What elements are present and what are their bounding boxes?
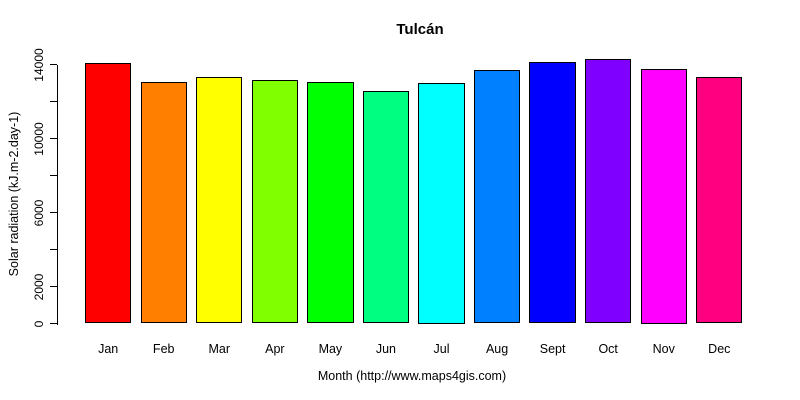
bar-dec <box>696 77 743 324</box>
y-tick-label-10000: 10000 <box>32 121 46 156</box>
bar-oct <box>585 58 632 324</box>
x-tick-label-dec: Dec <box>708 342 731 356</box>
x-tick-label-apr: Apr <box>265 342 285 356</box>
y-axis-title: Solar radiation (kJ.m-2.day-1) <box>7 111 21 277</box>
chart-title: Tulcán <box>396 21 444 38</box>
y-axis-tick <box>49 63 57 66</box>
bar-feb <box>140 82 187 324</box>
bar-apr <box>251 80 298 324</box>
y-tick-label-2000: 2000 <box>32 273 46 300</box>
bar-nov <box>640 69 687 324</box>
y-tick-label-0: 0 <box>32 320 46 327</box>
y-tick-label-14000: 14000 <box>32 47 46 82</box>
x-axis-title: Month (http://www.maps4gis.com) <box>317 369 507 383</box>
x-tick-label-jun: Jun <box>375 342 397 356</box>
x-tick-label-jan: Jan <box>98 342 119 356</box>
x-tick-label-feb: Feb <box>152 342 175 356</box>
bar-may <box>307 82 354 324</box>
x-tick-label-aug: Aug <box>485 342 509 356</box>
x-tick-label-sept: Sept <box>539 342 566 356</box>
y-axis-tick <box>49 100 57 103</box>
x-tick-label-oct: Oct <box>598 342 618 356</box>
x-tick-label-nov: Nov <box>652 342 675 356</box>
y-axis-tick <box>49 174 57 177</box>
bar-sept <box>529 61 576 324</box>
y-axis-tick <box>49 211 57 214</box>
bar-mar <box>196 77 243 324</box>
x-tick-label-may: May <box>318 342 343 356</box>
y-axis-tick <box>49 322 57 325</box>
y-axis-tick <box>49 285 57 288</box>
bar-jul <box>418 83 465 324</box>
x-tick-label-mar: Mar <box>208 342 231 356</box>
y-axis-tick <box>49 248 57 251</box>
bar-jan <box>85 62 132 324</box>
bar-jun <box>362 91 410 324</box>
x-tick-label-jul: Jul <box>433 342 450 356</box>
bar-aug <box>473 70 521 324</box>
y-tick-label-6000: 6000 <box>32 199 46 226</box>
y-axis-tick <box>49 137 57 140</box>
y-axis-line <box>56 64 58 325</box>
